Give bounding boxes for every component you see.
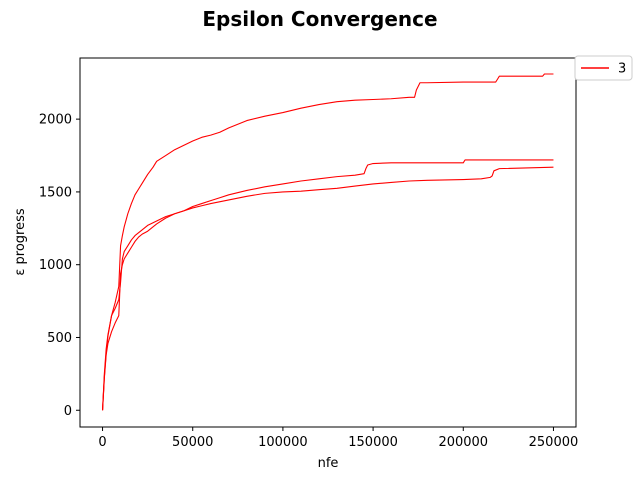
x-tick-label: 150000 [348, 435, 398, 450]
legend: 3 [574, 55, 633, 81]
x-tick-label: 250000 [529, 435, 579, 450]
series-line-2 [102, 159, 554, 411]
series-line-3 [102, 166, 554, 411]
plot-area [102, 73, 554, 411]
legend-label: 3 [618, 62, 626, 77]
y-axis-label: ε progress [13, 208, 28, 276]
x-tick-label: 50000 [172, 435, 213, 450]
y-tick-label: 1500 [39, 185, 72, 200]
y-tick-label: 2000 [39, 113, 72, 128]
x-axis: 0 50000 100000 150000 200000 250000 [98, 427, 578, 450]
y-tick-label: 1000 [39, 258, 72, 273]
y-tick-label: 500 [47, 331, 72, 346]
x-axis-label: nfe [318, 456, 339, 471]
x-tick-label: 200000 [438, 435, 488, 450]
plot-frame [79, 57, 577, 428]
y-tick-label: 0 [64, 404, 72, 419]
x-tick-label: 0 [98, 435, 106, 450]
series-line-1 [102, 73, 554, 411]
y-axis: 0 500 1000 1500 2000 [39, 113, 80, 419]
chart-title: Epsilon Convergence [202, 7, 437, 31]
x-tick-label: 100000 [258, 435, 308, 450]
